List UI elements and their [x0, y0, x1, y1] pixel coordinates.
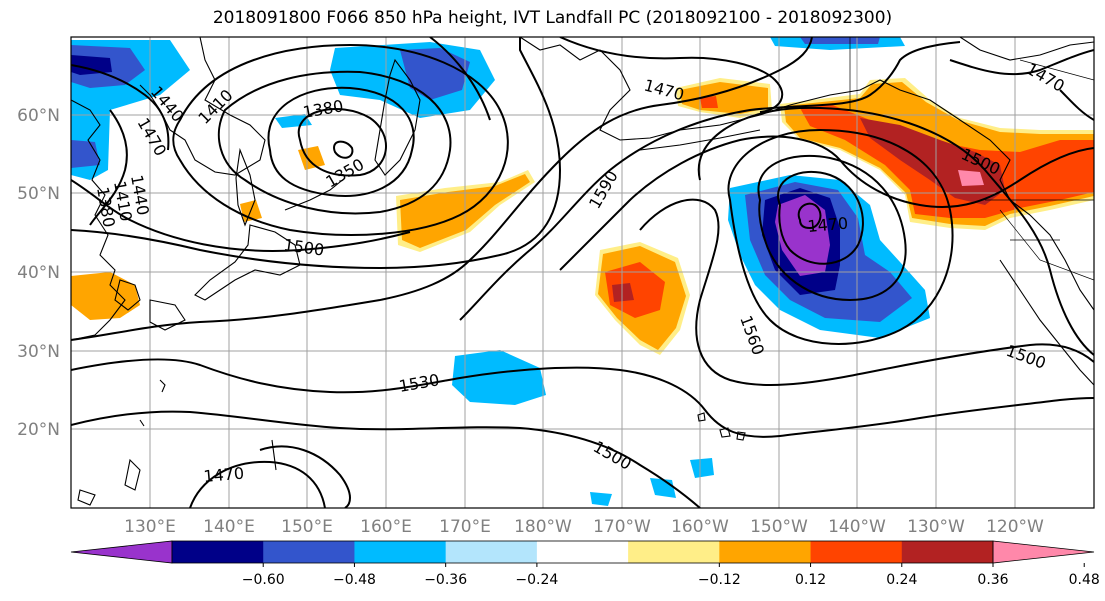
colorbar	[70, 540, 1095, 564]
colorbar-tick-label: 0.36	[977, 572, 1008, 588]
ivt-negative-region	[690, 458, 714, 478]
ivt-negative-region	[275, 114, 312, 128]
graticule	[71, 37, 1094, 508]
colorbar-tick-label: 0.24	[886, 572, 917, 588]
lon-tick: 150°W	[750, 517, 808, 537]
colorbar-tick-label: −0.60	[242, 572, 285, 588]
colorbar-segment	[354, 541, 447, 563]
lon-tick: 160°W	[671, 517, 729, 537]
colorbar-extend-max	[992, 540, 1095, 564]
lon-tick: 130°W	[907, 517, 965, 537]
colorbar-tick-label: −0.36	[424, 572, 467, 588]
lon-tick: 180°W	[514, 517, 572, 537]
lon-tick: 140°E	[203, 517, 255, 537]
contour-label: 1470	[807, 214, 849, 236]
ivt-positive-region	[612, 283, 634, 302]
ivt-positive-region	[700, 96, 718, 108]
colorbar-segment	[628, 541, 720, 563]
lon-tick: 140°W	[828, 517, 886, 537]
ivt-negative-region	[775, 195, 830, 276]
colorbar-tick-label: 0.12	[795, 572, 826, 588]
lon-tick: 170°E	[439, 517, 491, 537]
ivt-negative-region	[800, 37, 880, 44]
ivt-negative-region	[400, 48, 470, 100]
lat-tick: 60°N	[17, 106, 60, 126]
lon-tick: 160°E	[360, 517, 412, 537]
lon-tick: 150°E	[281, 517, 333, 537]
lat-tick: 20°N	[17, 420, 60, 440]
colorbar-segment	[445, 541, 538, 563]
longitude-labels: 130°E 140°E 150°E 160°E 170°E 180°W 170°…	[124, 517, 1044, 537]
latitude-labels: 60°N 50°N 40°N 30°N 20°N	[17, 106, 60, 440]
colorbar-extend-min	[70, 540, 173, 564]
colorbar-tick-label: 0.48	[1069, 572, 1100, 588]
colorbar-segment	[536, 541, 629, 563]
colorbar-outline	[171, 540, 994, 564]
ivt-negative-region	[590, 492, 612, 506]
borders	[849, 37, 1094, 281]
colorbar-tick-label: −0.24	[515, 572, 558, 588]
height-contours	[71, 37, 1094, 508]
ivt-positive-region	[958, 170, 984, 186]
colorbar-segment	[172, 541, 264, 563]
lon-tick: 170°W	[593, 517, 651, 537]
ivt-negative-region	[452, 350, 546, 405]
colorbar-segment	[810, 541, 903, 563]
ivt-positive-region	[605, 262, 665, 318]
lat-tick: 40°N	[17, 263, 60, 283]
lat-tick: 30°N	[17, 342, 60, 362]
colorbar-segment	[901, 541, 994, 563]
contour-label: 1470	[203, 464, 245, 486]
map-frame	[70, 36, 1095, 509]
ivt-positive-region	[71, 272, 140, 320]
ivt-negative-region	[71, 55, 112, 75]
contour-labels: 1440 1470 1410 1380 1350 1380 1410 1440 …	[93, 59, 1068, 486]
colorbar-segment	[263, 541, 355, 563]
colorbar-tick-label: −0.48	[333, 572, 376, 588]
lon-tick: 120°W	[986, 517, 1044, 537]
colorbar-ticks: −0.60 −0.48 −0.36 −0.24 −0.12 0.12 0.24 0.36 0.4…	[242, 563, 1100, 588]
colorbar-tick-label: −0.12	[698, 572, 741, 588]
lat-tick: 50°N	[17, 184, 60, 204]
lon-tick: 130°E	[124, 517, 176, 537]
colorbar-segment	[719, 541, 812, 563]
map-title: 2018091800 F066 850 hPa height, IVT Land…	[212, 8, 893, 28]
